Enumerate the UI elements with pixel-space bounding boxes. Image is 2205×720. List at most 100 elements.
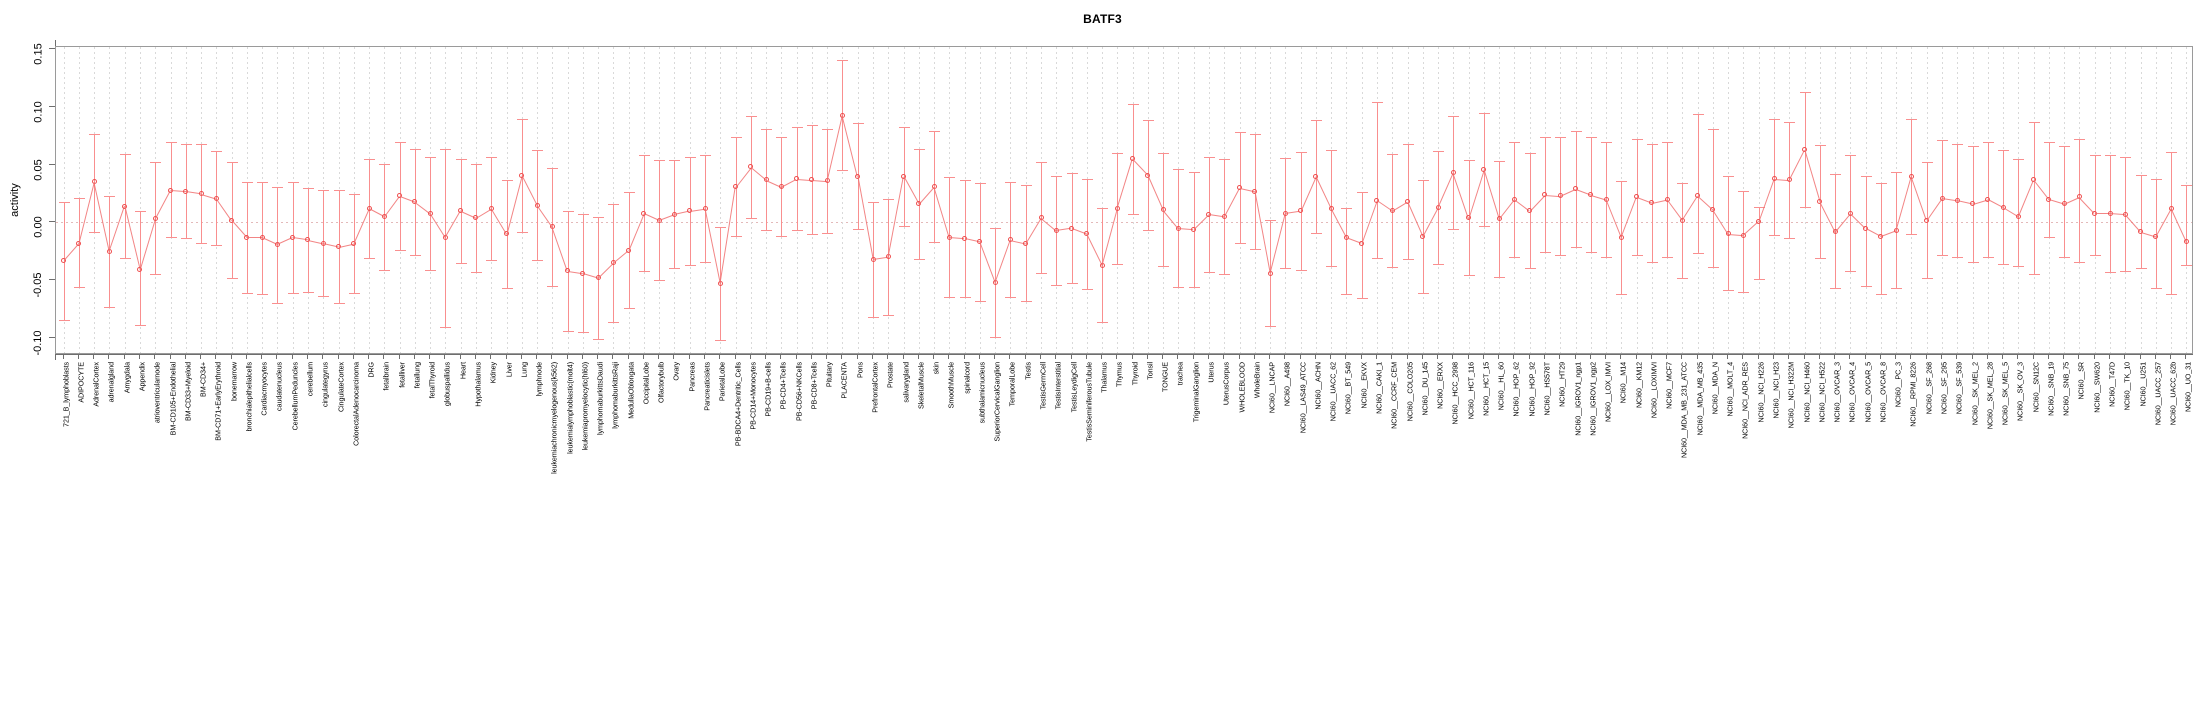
x-axis-tick — [826, 354, 828, 359]
data-point[interactable] — [1527, 208, 1533, 214]
data-point[interactable] — [946, 234, 952, 240]
x-axis-tick-label: Tonsil — [1145, 362, 1155, 380]
x-axis-tick-label: Prostate — [885, 362, 895, 388]
data-point[interactable] — [733, 184, 739, 190]
data-point[interactable] — [397, 193, 403, 199]
error-bar-cap — [287, 292, 299, 294]
x-axis-tick — [627, 354, 629, 359]
x-axis-tick-label: SkeletalMuscle — [916, 362, 926, 409]
data-point[interactable] — [1343, 234, 1349, 240]
data-point[interactable] — [580, 270, 586, 276]
data-point[interactable] — [1634, 194, 1640, 200]
data-point[interactable] — [1130, 156, 1136, 162]
data-point[interactable] — [458, 208, 464, 214]
x-axis-tick — [795, 354, 797, 359]
data-point[interactable] — [1237, 185, 1243, 191]
data-point[interactable] — [1985, 196, 1991, 202]
data-point[interactable] — [1511, 196, 1517, 202]
data-point[interactable] — [1206, 211, 1212, 217]
error-bar-cap — [2013, 158, 2025, 160]
data-point[interactable] — [1573, 186, 1578, 192]
error-bar-cap — [532, 260, 544, 262]
data-point[interactable] — [1863, 225, 1869, 231]
x-axis-tick — [322, 354, 324, 359]
data-point[interactable] — [320, 240, 326, 246]
data-point[interactable] — [1771, 176, 1777, 181]
error-bar-cap — [165, 141, 177, 143]
data-point[interactable] — [1725, 231, 1731, 237]
error-bar-cap — [2120, 156, 2132, 158]
connector-line — [1895, 176, 1912, 232]
data-point[interactable] — [183, 188, 189, 194]
connector-line — [1620, 197, 1638, 239]
data-point[interactable] — [290, 234, 296, 240]
error-bar-cap — [1265, 220, 1277, 222]
data-point[interactable] — [794, 176, 800, 181]
data-point[interactable] — [168, 187, 174, 193]
x-axis-tick-label: NCI60__DU_145 — [1420, 362, 1430, 416]
error-bar-cap — [990, 228, 1002, 230]
error-bar-cap — [1601, 256, 1613, 258]
x-axis-tick — [1421, 354, 1423, 359]
error-bar-cap — [776, 236, 788, 238]
error-bar-cap — [1524, 153, 1536, 155]
x-axis-tick — [1635, 354, 1637, 359]
error-bar-cap — [1081, 289, 1093, 291]
error-bar-cap — [1677, 183, 1689, 185]
data-point[interactable] — [1069, 225, 1075, 231]
data-point[interactable] — [305, 237, 311, 243]
data-point[interactable] — [641, 210, 647, 216]
data-point[interactable] — [1175, 225, 1181, 231]
data-point[interactable] — [2183, 239, 2189, 245]
data-point[interactable] — [259, 234, 265, 240]
error-bar-cap — [1249, 248, 1261, 250]
data-point[interactable] — [366, 205, 372, 211]
data-point[interactable] — [274, 241, 280, 247]
data-point[interactable] — [2000, 204, 2006, 210]
data-point[interactable] — [1374, 197, 1380, 203]
data-point[interactable] — [763, 177, 769, 183]
x-axis-tick — [2002, 354, 2004, 359]
data-point[interactable] — [1007, 237, 1013, 243]
x-axis-tick-label: Uterus — [1206, 362, 1216, 383]
x-axis-tick-label: NCI60__IGROV1_ngp2 — [1588, 362, 1598, 436]
x-axis-tick-label: NCI60__NCI_H460 — [1802, 362, 1812, 423]
data-point[interactable] — [748, 164, 754, 170]
x-axis-tick-label: Lung — [519, 362, 529, 378]
data-point[interactable] — [565, 268, 571, 274]
data-point[interactable] — [2107, 210, 2113, 216]
error-bar-cap — [1402, 259, 1414, 261]
error-bar-cap — [1142, 119, 1154, 121]
data-point[interactable] — [1542, 192, 1548, 198]
data-point[interactable] — [198, 191, 204, 196]
error-bar-cap — [547, 168, 559, 170]
data-point[interactable] — [229, 217, 235, 223]
x-axis-tick — [306, 354, 308, 359]
x-axis-tick-label: NCI60__UACC_257 — [2153, 362, 2163, 426]
data-point[interactable] — [1954, 197, 1960, 203]
x-axis-tick-label: PB-BDCA4+Dentritic_Cells — [733, 362, 743, 447]
error-bar-cap — [577, 331, 589, 333]
error-bar-cap — [165, 237, 177, 239]
data-point[interactable] — [2046, 196, 2052, 202]
error-bar-cap — [1463, 275, 1475, 277]
error-bar-cap — [440, 148, 452, 150]
x-axis-tick-label: SmoothMuscle — [946, 362, 956, 409]
error-bar-cap — [715, 340, 727, 341]
data-point[interactable] — [1588, 192, 1594, 198]
error-bar-cap — [486, 156, 498, 158]
error-bar-cap — [1280, 268, 1292, 270]
data-point[interactable] — [1695, 193, 1701, 199]
x-axis-tick-label: NCI60__HS578T — [1542, 362, 1552, 416]
data-point[interactable] — [962, 235, 968, 241]
error-bar-cap — [1692, 113, 1704, 115]
data-point[interactable] — [2138, 229, 2144, 235]
data-point[interactable] — [1939, 195, 1945, 201]
error-bar-cap — [1280, 157, 1292, 159]
x-axis-tick-label: BM-CD34+ — [198, 362, 208, 397]
data-point[interactable] — [809, 177, 815, 183]
x-axis-tick — [62, 354, 64, 359]
data-point[interactable] — [1389, 208, 1395, 214]
error-bar-cap — [73, 198, 85, 200]
connector-line — [1116, 159, 1134, 210]
